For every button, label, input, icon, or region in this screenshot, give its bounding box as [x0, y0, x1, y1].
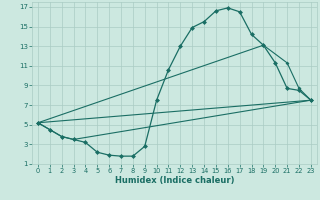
X-axis label: Humidex (Indice chaleur): Humidex (Indice chaleur)	[115, 176, 234, 185]
